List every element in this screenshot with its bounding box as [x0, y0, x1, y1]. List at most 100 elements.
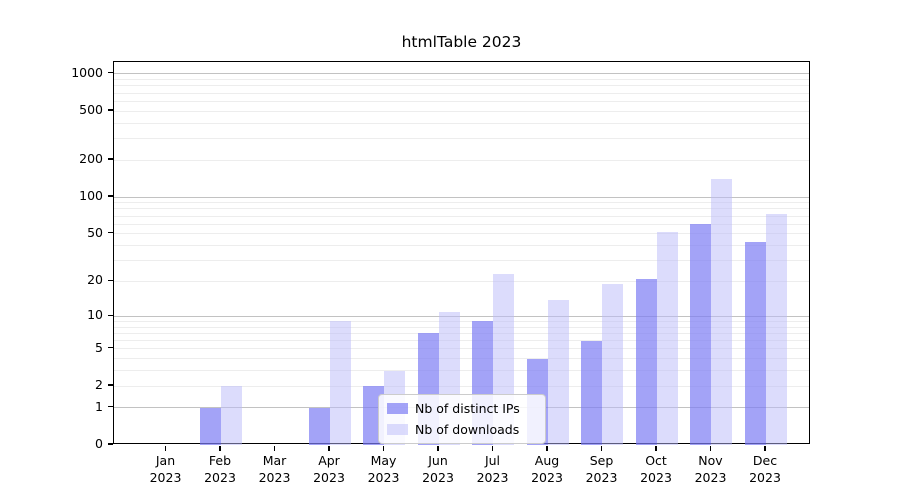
y-tick-label: 10 — [87, 307, 103, 323]
x-tick-label: Aug 2023 — [512, 453, 582, 486]
x-tick-mark — [437, 445, 439, 451]
major-gridline — [114, 73, 809, 75]
x-tick-month: Nov — [698, 453, 723, 468]
x-tick-year: 2023 — [367, 469, 400, 485]
x-tick-month: Feb — [208, 453, 232, 468]
x-tick-year: 2023 — [204, 469, 236, 485]
y-tick-label: 200 — [79, 151, 103, 167]
ips-bar — [690, 224, 711, 445]
minor-gridline — [114, 260, 809, 261]
y-tick-mark — [108, 158, 113, 160]
minor-gridline — [114, 223, 809, 225]
legend-row-ips: Nb of distinct IPs — [387, 401, 536, 416]
downloads-bar — [547, 299, 569, 445]
x-tick-label: Dec 2023 — [730, 453, 800, 486]
y-tick-mark — [108, 232, 113, 234]
x-tick-month: Sep — [589, 453, 614, 468]
downloads-legend-label: Nb of downloads — [415, 422, 520, 437]
ips-bar — [635, 278, 657, 445]
minor-gridline — [114, 245, 809, 246]
x-tick-year: 2023 — [531, 469, 563, 485]
y-tick-label: 1 — [95, 398, 103, 414]
x-tick-year: 2023 — [149, 469, 182, 485]
y-tick-label: 100 — [79, 188, 103, 204]
ips-legend-label: Nb of distinct IPs — [415, 401, 520, 416]
minor-gridline — [114, 159, 809, 161]
minor-gridline — [114, 280, 809, 282]
x-tick-label: May 2023 — [349, 453, 419, 486]
minor-gridline — [114, 385, 809, 387]
plot-area — [113, 61, 810, 445]
x-tick-month: May — [370, 453, 397, 468]
y-tick-mark — [108, 443, 113, 445]
y-tick-mark — [108, 72, 113, 74]
x-tick-mark — [382, 445, 385, 451]
minor-gridline — [114, 110, 809, 112]
x-tick-month: Oct — [645, 453, 667, 468]
minor-gridline — [114, 320, 809, 322]
y-tick-label: 5 — [95, 339, 103, 355]
x-tick-mark — [491, 445, 494, 451]
minor-gridline — [114, 340, 809, 341]
minor-gridline — [114, 202, 809, 204]
x-tick-month: Apr — [318, 453, 340, 468]
x-tick-year: 2023 — [422, 469, 454, 485]
x-tick-label: Nov 2023 — [676, 453, 746, 486]
x-tick-label: Apr 2023 — [294, 453, 364, 486]
downloads-bar — [329, 321, 351, 445]
minor-gridline — [114, 233, 809, 235]
ips-bar — [581, 340, 602, 445]
x-tick-year: 2023 — [694, 469, 727, 485]
x-tick-label: Mar 2023 — [240, 453, 310, 486]
x-tick-label: Jun 2023 — [403, 453, 473, 486]
downloads-bar — [602, 284, 623, 445]
x-tick-mark — [164, 445, 167, 451]
x-tick-year: 2023 — [476, 469, 509, 485]
y-tick-mark — [108, 347, 113, 349]
x-tick-mark — [328, 445, 330, 451]
downloads-bar — [220, 386, 242, 445]
y-tick-mark — [108, 279, 113, 282]
y-tick-label: 20 — [87, 272, 103, 288]
x-tick-month: Dec — [752, 453, 778, 468]
x-tick-mark — [219, 445, 221, 451]
minor-gridline — [114, 79, 809, 80]
x-tick-month: Aug — [534, 453, 560, 468]
x-tick-year: 2023 — [640, 469, 672, 485]
chart-title: htmlTable 2023 — [401, 33, 522, 51]
legend: Nb of distinct IPs Nb of downloads — [378, 394, 546, 444]
x-tick-mark — [600, 445, 603, 451]
ips-bar — [308, 407, 330, 445]
y-tick-label: 2 — [95, 377, 103, 392]
minor-gridline — [114, 122, 809, 124]
x-tick-year: 2023 — [749, 469, 781, 485]
y-tick-mark — [108, 195, 113, 197]
x-tick-mark — [546, 445, 548, 451]
x-tick-label: Oct 2023 — [621, 453, 691, 486]
legend-row-downloads: Nb of downloads — [387, 422, 536, 437]
x-tick-label: Jan 2023 — [131, 453, 201, 486]
x-tick-mark — [273, 445, 276, 451]
downloads-bar — [656, 231, 678, 445]
ips-bar — [744, 241, 766, 445]
x-tick-mark — [764, 445, 766, 451]
minor-gridline — [114, 92, 809, 94]
minor-gridline — [114, 370, 809, 371]
y-tick-label: 500 — [79, 102, 103, 117]
downloads-bar — [765, 213, 787, 445]
y-tick-mark — [108, 384, 113, 386]
x-tick-label: Feb 2023 — [185, 453, 255, 486]
x-tick-month: Mar — [262, 453, 287, 468]
minor-gridline — [114, 215, 809, 217]
minor-gridline — [114, 358, 809, 359]
y-tick-label: 0 — [95, 436, 103, 451]
x-tick-month: Jul — [484, 453, 501, 468]
x-tick-mark — [655, 445, 657, 451]
y-tick-mark — [108, 406, 113, 408]
y-tick-mark — [108, 109, 113, 111]
x-tick-month: Jan — [155, 453, 176, 468]
y-tick-label: 1000 — [71, 64, 103, 80]
ips-legend-swatch — [387, 403, 408, 414]
y-tick-label: 50 — [87, 224, 103, 240]
